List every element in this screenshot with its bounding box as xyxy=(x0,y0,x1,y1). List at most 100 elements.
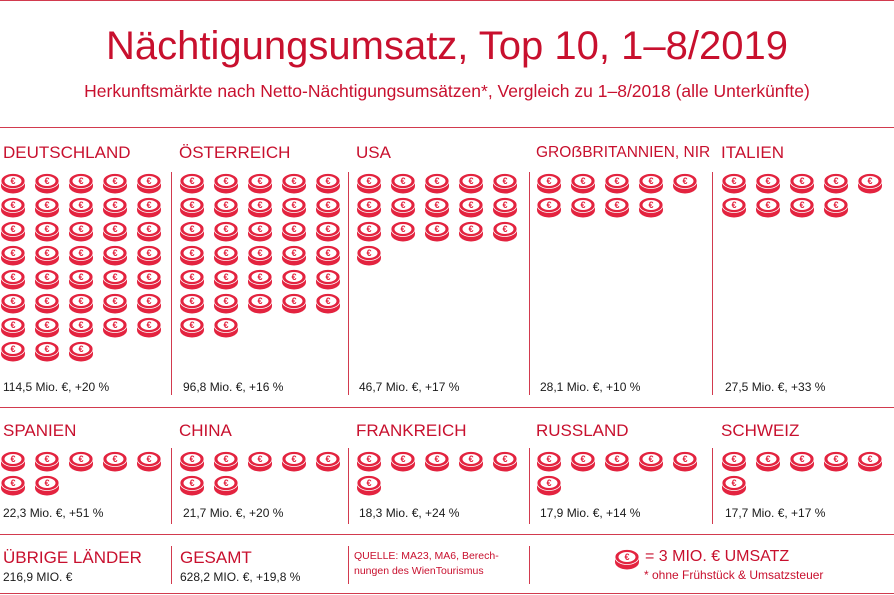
euro-coin: € xyxy=(755,173,781,200)
euro-coin: € xyxy=(0,293,26,320)
euro-coin: € xyxy=(247,197,273,224)
svg-text:€: € xyxy=(10,478,15,488)
svg-text:€: € xyxy=(366,200,371,210)
euro-coin: € xyxy=(721,173,747,200)
value-caption: 21,7 Mio. €, +20 % xyxy=(183,506,284,520)
svg-text:€: € xyxy=(731,176,736,186)
euro-coin: € xyxy=(34,173,60,200)
euro-coin: € xyxy=(247,245,273,272)
euro-coin: € xyxy=(179,293,205,320)
svg-text:€: € xyxy=(44,272,49,282)
country-label: SPANIEN xyxy=(3,421,77,440)
euro-coin: € xyxy=(102,197,128,224)
euro-coin: € xyxy=(823,173,849,200)
svg-text:€: € xyxy=(614,176,619,186)
euro-coin: € xyxy=(179,173,205,200)
svg-text:€: € xyxy=(223,478,228,488)
euro-coin: € xyxy=(424,173,450,200)
euro-coin: € xyxy=(34,451,60,478)
euro-coin: € xyxy=(0,451,26,478)
euro-coin: € xyxy=(179,245,205,272)
euro-coin: € xyxy=(390,451,416,478)
divider xyxy=(171,546,172,584)
svg-text:€: € xyxy=(257,296,262,306)
euro-coin: € xyxy=(34,245,60,272)
svg-text:€: € xyxy=(799,454,804,464)
euro-coin: € xyxy=(857,451,883,478)
euro-coin: € xyxy=(638,451,664,478)
euro-coin: € xyxy=(672,173,698,200)
svg-text:€: € xyxy=(833,200,838,210)
svg-text:€: € xyxy=(325,272,330,282)
others-label: ÜBRIGE LÄNDER xyxy=(3,548,142,567)
svg-text:€: € xyxy=(366,224,371,234)
svg-text:€: € xyxy=(257,248,262,258)
euro-coin: € xyxy=(315,451,341,478)
svg-text:€: € xyxy=(546,200,551,210)
euro-coin: € xyxy=(213,475,239,502)
euro-coin: € xyxy=(68,451,94,478)
euro-coin: € xyxy=(789,451,815,478)
svg-text:€: € xyxy=(546,478,551,488)
svg-text:€: € xyxy=(325,296,330,306)
euro-coin: € xyxy=(356,475,382,502)
euro-coin: € xyxy=(458,221,484,248)
svg-text:€: € xyxy=(223,320,228,330)
euro-coin: € xyxy=(281,293,307,320)
euro-coin: € xyxy=(356,197,382,224)
svg-text:€: € xyxy=(44,454,49,464)
euro-coin: € xyxy=(179,221,205,248)
euro-coin: € xyxy=(390,197,416,224)
country-label: RUSSLAND xyxy=(536,421,629,440)
svg-text:€: € xyxy=(44,248,49,258)
svg-text:€: € xyxy=(223,272,228,282)
euro-coin: € xyxy=(34,221,60,248)
divider xyxy=(529,172,530,395)
total-label: GESAMT xyxy=(180,548,252,567)
svg-text:€: € xyxy=(189,296,194,306)
svg-text:€: € xyxy=(799,200,804,210)
euro-coin: € xyxy=(179,269,205,296)
euro-coin: € xyxy=(789,173,815,200)
svg-text:€: € xyxy=(614,454,619,464)
euro-coin: € xyxy=(68,173,94,200)
euro-coin: € xyxy=(356,245,382,272)
svg-text:€: € xyxy=(867,176,872,186)
rule-footer-top xyxy=(0,534,894,535)
svg-text:€: € xyxy=(10,320,15,330)
svg-text:€: € xyxy=(257,224,262,234)
euro-coin: € xyxy=(213,173,239,200)
svg-text:€: € xyxy=(502,200,507,210)
svg-text:€: € xyxy=(44,320,49,330)
euro-coin: € xyxy=(458,197,484,224)
euro-coin: € xyxy=(34,293,60,320)
source-line-1: QUELLE: MA23, MA6, Berech- xyxy=(354,550,499,562)
euro-coin: € xyxy=(68,293,94,320)
svg-text:€: € xyxy=(223,176,228,186)
euro-coin: € xyxy=(34,317,60,344)
svg-text:€: € xyxy=(325,454,330,464)
svg-text:€: € xyxy=(112,224,117,234)
euro-coin: € xyxy=(315,269,341,296)
svg-text:€: € xyxy=(189,478,194,488)
divider xyxy=(712,172,713,395)
euro-coin: € xyxy=(672,451,698,478)
euro-coin: € xyxy=(213,293,239,320)
euro-coin: € xyxy=(213,269,239,296)
svg-text:€: € xyxy=(624,552,629,562)
euro-coin: € xyxy=(492,451,518,478)
euro-coin: € xyxy=(315,245,341,272)
svg-text:€: € xyxy=(546,176,551,186)
euro-coin: € xyxy=(136,317,162,344)
euro-coin: € xyxy=(34,197,60,224)
euro-coin: € xyxy=(315,197,341,224)
euro-coin: € xyxy=(492,197,518,224)
euro-coin: € xyxy=(0,269,26,296)
svg-text:€: € xyxy=(400,176,405,186)
svg-text:€: € xyxy=(10,344,15,354)
svg-text:€: € xyxy=(502,224,507,234)
svg-text:€: € xyxy=(10,200,15,210)
svg-text:€: € xyxy=(78,344,83,354)
svg-text:€: € xyxy=(731,478,736,488)
euro-coin: € xyxy=(136,197,162,224)
